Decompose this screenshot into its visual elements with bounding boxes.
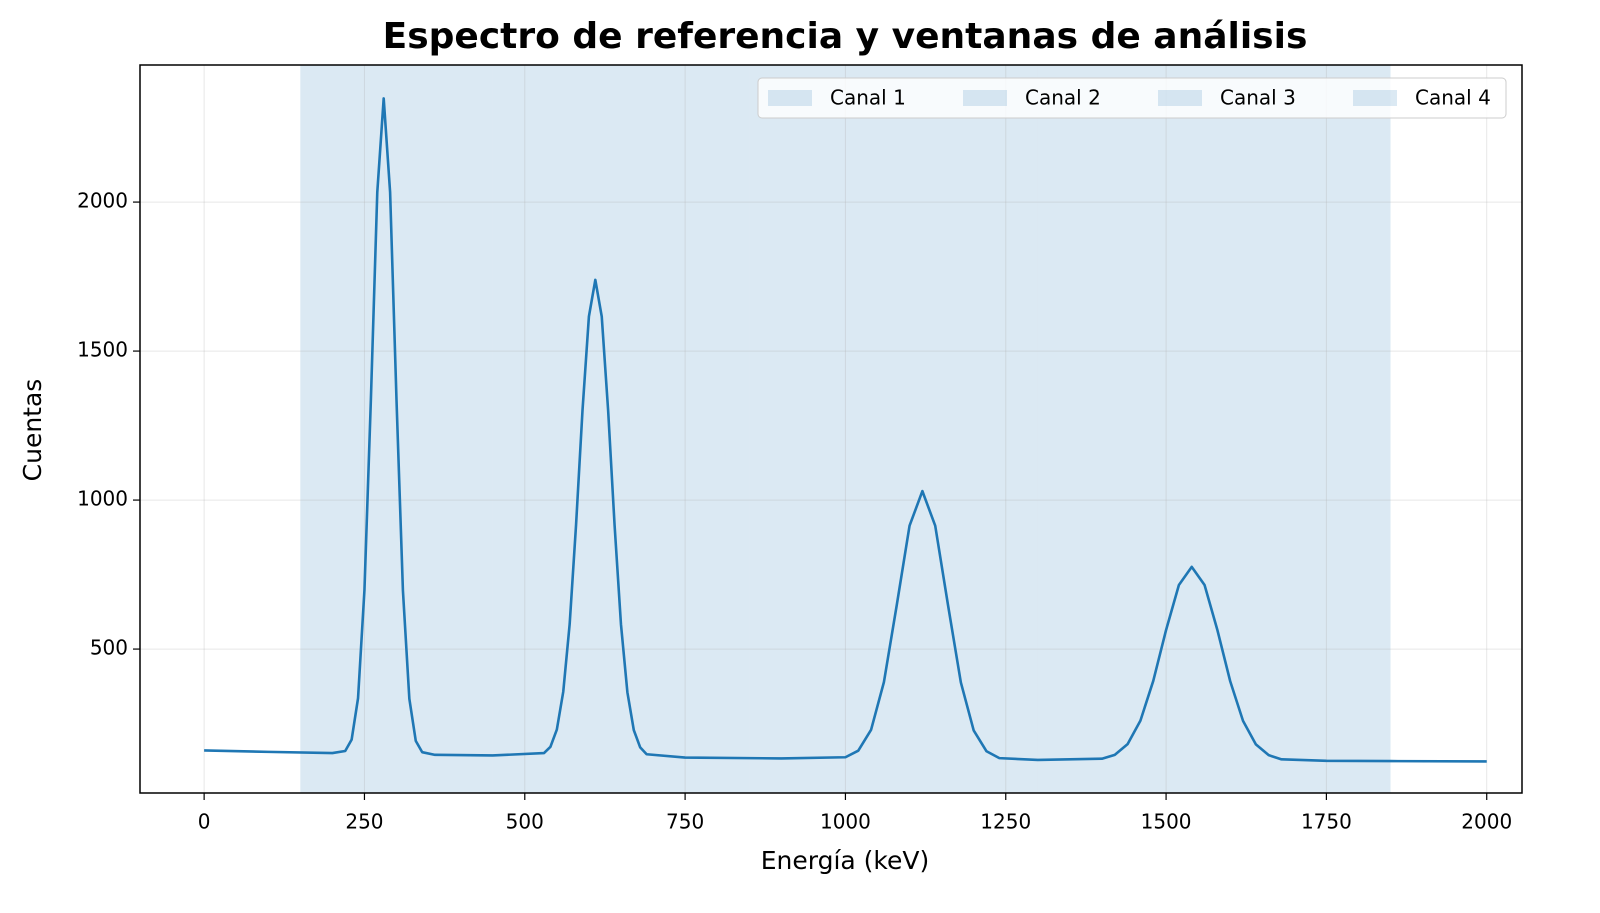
span [749, 65, 1038, 793]
x-tick-label: 1500 [1141, 810, 1192, 834]
legend-swatch [963, 90, 1007, 106]
legend-box [757, 77, 1507, 119]
legend-label: Canal 2 [1025, 86, 1101, 110]
legend-label: Canal 3 [1220, 86, 1296, 110]
y-axis-label: Cuentas [18, 379, 47, 482]
x-tick-label: 2000 [1461, 810, 1512, 834]
x-tick-label: 1250 [980, 810, 1031, 834]
x-tick-label: 0 [198, 810, 211, 834]
plot-frame [139, 64, 1523, 794]
x-tick-label: 250 [345, 810, 383, 834]
x-tick-label: 1000 [820, 810, 871, 834]
legend-label: Canal 1 [830, 86, 906, 110]
x-tick-label: 1750 [1301, 810, 1352, 834]
span [1037, 65, 1391, 793]
y-tick-label: 500 [90, 636, 128, 660]
x-tick-label: 500 [506, 810, 544, 834]
y-tick-label: 2000 [77, 189, 128, 213]
y-tick-label: 1000 [77, 487, 128, 511]
legend-swatch [1353, 90, 1397, 106]
legend-swatch [768, 90, 812, 106]
y-tick-label: 1500 [77, 338, 128, 362]
legend-swatch [1158, 90, 1202, 106]
spectrum-line [204, 97, 1487, 763]
x-tick-label: 750 [666, 810, 704, 834]
legend-label: Canal 4 [1415, 86, 1491, 110]
chart-title: Espectro de referencia y ventanas de aná… [383, 16, 1308, 57]
x-axis-label: Energía (keV) [761, 846, 930, 875]
span [492, 65, 750, 793]
